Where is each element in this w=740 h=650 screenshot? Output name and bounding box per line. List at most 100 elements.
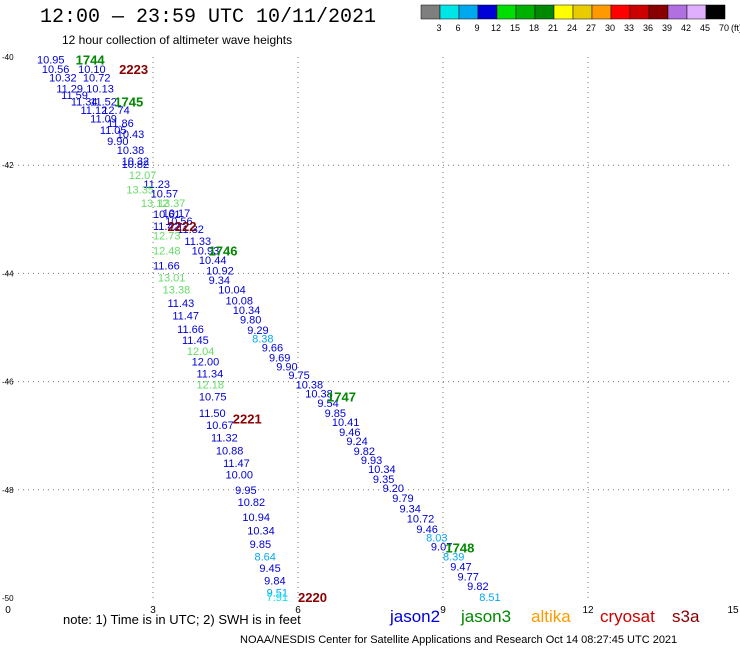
wave-height-label: 11.59 (61, 90, 88, 102)
wave-height-label: 10.56 (42, 64, 70, 76)
wave-height-label: 11.66 (153, 260, 180, 272)
wave-height-label: 9.84 (264, 576, 285, 588)
colorbar-swatch (534, 4, 555, 20)
wave-height-label: 9.20 (383, 483, 404, 495)
wave-height-label: 10.67 (206, 420, 234, 432)
colorbar-unit: (ft) (731, 23, 740, 33)
wave-height-label: 9.82 (467, 581, 488, 593)
colorbar-label: 30 (605, 23, 615, 33)
wave-height-label: 11.45 (182, 335, 209, 347)
wave-height-label: 10.82 (238, 497, 266, 509)
wave-height-label: 9.34 (400, 504, 421, 516)
wave-height-label: 11.32 (177, 224, 204, 236)
wave-height-label: 11.32 (211, 432, 238, 444)
wave-height-label: 10.10 (78, 64, 106, 76)
colorbar-swatch (686, 4, 707, 20)
y-tick-label: -42 (2, 161, 14, 170)
y-axis-ticks: -40 -42 -44 -46 -48 -50 (2, 53, 14, 603)
wave-height-label: 10.61 (153, 209, 181, 221)
wave-height-label: 13.38 (163, 285, 191, 297)
wave-height-label: 11.12 (81, 105, 108, 117)
colorbar-swatch (553, 4, 574, 20)
legend-altika: altika (531, 607, 571, 626)
wave-height-label: 10.57 (151, 188, 179, 200)
x-tick-label: 9 (440, 605, 446, 616)
time-label: 1744 (76, 53, 106, 68)
wave-height-label: 9.85 (250, 539, 271, 551)
wave-height-values: 10.95 10.10 10.56 10.72 10.32 10.1311.2911.59… (37, 55, 501, 604)
wave-height-label: 10.56 (165, 216, 193, 228)
wave-height-label: 10.93 (192, 246, 220, 258)
x-tick-label: 0 (5, 605, 11, 616)
colorbar-swatch (458, 4, 479, 20)
wave-height-label: 9.46 (416, 524, 437, 536)
wave-height-label: 12.48 (153, 246, 181, 258)
colorbar-swatch (496, 4, 517, 20)
wave-height-label: 10.88 (216, 445, 244, 457)
wave-height-label: 9.54 (317, 398, 338, 410)
legend-s3a: s3a (672, 607, 700, 626)
wave-height-label: 8.39 (443, 551, 464, 563)
wave-height-label: 13.37 (158, 198, 186, 210)
time-label: 2223 (119, 62, 148, 77)
y-tick-label: -44 (2, 269, 14, 278)
wave-height-label: 8.03 (426, 532, 447, 544)
wave-height-label: 11.47 (172, 311, 199, 323)
wave-height-label: 10.34 (233, 305, 261, 317)
legend-jason2: jason2 (390, 607, 441, 626)
wave-height-label: 9.29 (247, 325, 268, 337)
credit-line: NOAA/NESDIS Center for Satellite Applica… (240, 634, 678, 646)
colorbar-swatch (477, 4, 498, 20)
wave-height-label: 10.32 (49, 73, 77, 85)
colorbar-label: 9 (474, 23, 479, 33)
colorbar-label: 36 (643, 23, 653, 33)
wave-height-label: 9.85 (325, 408, 346, 420)
wave-height-label: 11.43 (168, 298, 195, 310)
colorbar-swatch (515, 4, 536, 20)
x-tick-label: 15 (727, 605, 739, 616)
wave-height-label: 9.51 (267, 588, 288, 600)
wave-height-label: 11.09 (90, 114, 117, 126)
wave-height-label: 10.82 (122, 159, 150, 171)
colorbar-label: 6 (455, 23, 460, 33)
x-tick-label: 6 (295, 605, 301, 616)
chart-title: 12:00 — 23:59 UTC 10/11/2021 (40, 6, 377, 29)
wave-height-label: 10.38 (117, 145, 145, 157)
wave-height-label: 13.01 (158, 273, 186, 285)
colorbar-swatch (667, 4, 688, 20)
colorbar-label: 45 (700, 23, 710, 33)
time-label: 1748 (445, 541, 474, 556)
wave-height-label: 12.18 (197, 379, 225, 391)
wave-height-label: 11.47 (223, 458, 250, 470)
wave-height-label: 9.69 (269, 352, 290, 364)
wave-height-label: 11.23 (143, 179, 170, 191)
wave-height-label: 9.75 (288, 370, 309, 382)
wave-height-label: 11.34 (71, 96, 98, 108)
wave-height-label: 12.00 (192, 357, 220, 369)
wave-height-label: 10.34 (368, 464, 396, 476)
y-tick-label: -40 (2, 53, 14, 62)
wave-height-label: 10.08 (226, 295, 254, 307)
wave-height-label: 9.46 (339, 427, 360, 439)
x-tick-label: 3 (150, 605, 156, 616)
wave-height-label: 9.95 (235, 485, 256, 497)
wave-height-label: 10.04 (218, 285, 246, 297)
colorbar-label: 21 (548, 23, 558, 33)
colorbar-swatch (610, 4, 631, 20)
time-label: 1746 (209, 244, 238, 259)
grid-lines (8, 57, 733, 598)
colorbar-label: 70 (719, 23, 729, 33)
wave-height-label: 12.04 (187, 346, 215, 358)
wave-height-label: 13.12 (141, 198, 169, 210)
colorbar-swatch (705, 4, 726, 20)
wave-height-label: 10.32 (122, 156, 150, 168)
colorbar-swatch (591, 4, 612, 20)
chart-subtitle: 12 hour collection of altimeter wave hei… (62, 33, 293, 47)
wave-height-label: 10.72 (407, 513, 435, 525)
wave-height-label: 10.13 (86, 83, 114, 95)
colorbar-label: 12 (491, 23, 501, 33)
wave-height-label: 9.79 (392, 493, 413, 505)
colorbar-label: 27 (586, 23, 596, 33)
